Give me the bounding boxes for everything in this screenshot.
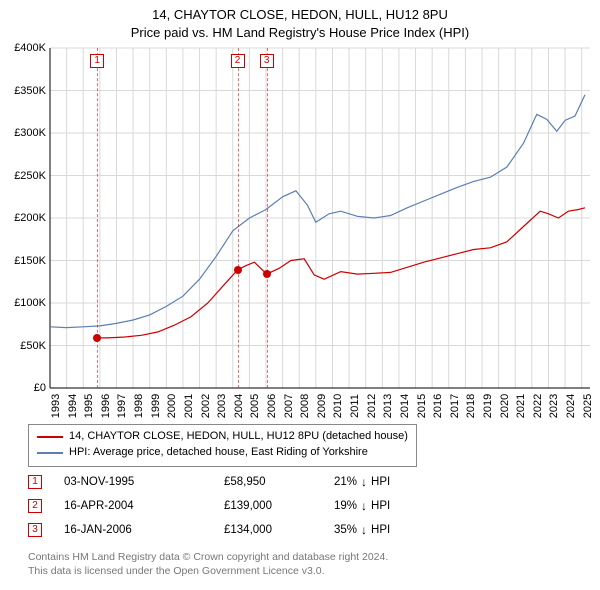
x-tick-label: 2013 [382, 394, 394, 418]
sales-delta: 21% ↓ HPI [334, 475, 390, 489]
title-block: 14, CHAYTOR CLOSE, HEDON, HULL, HU12 8PU… [0, 0, 600, 41]
legend-label-hpi: HPI: Average price, detached house, East… [69, 445, 368, 461]
sale-marker-box: 3 [260, 54, 274, 68]
x-tick-label: 1995 [83, 394, 95, 418]
sales-date: 16-JAN-2006 [64, 524, 224, 536]
x-tick-label: 1998 [133, 394, 145, 418]
x-tick-label: 1994 [67, 394, 79, 418]
sale-marker-dot [93, 334, 101, 342]
sale-marker-line [238, 48, 239, 388]
x-tick-label: 2006 [266, 394, 278, 418]
sale-marker-line [267, 48, 268, 388]
sales-price: £139,000 [224, 500, 334, 512]
x-tick-label: 2009 [316, 394, 328, 418]
sales-marker-badge: 3 [28, 523, 42, 537]
sale-marker-box: 2 [231, 54, 245, 68]
arrow-down-icon: ↓ [361, 475, 367, 489]
x-tick-label: 2015 [416, 394, 428, 418]
chart-svg [50, 48, 590, 388]
y-tick-label: £200K [2, 212, 46, 224]
x-tick-label: 2007 [283, 394, 295, 418]
chart-container: 14, CHAYTOR CLOSE, HEDON, HULL, HU12 8PU… [0, 0, 600, 590]
x-tick-label: 2021 [515, 394, 527, 418]
x-tick-label: 2019 [482, 394, 494, 418]
x-tick-label: 2014 [399, 394, 411, 418]
x-tick-label: 1996 [100, 394, 112, 418]
legend-box: 14, CHAYTOR CLOSE, HEDON, HULL, HU12 8PU… [28, 424, 417, 467]
sales-price: £58,950 [224, 476, 334, 488]
sales-date: 03-NOV-1995 [64, 476, 224, 488]
x-tick-label: 2005 [249, 394, 261, 418]
x-tick-label: 1999 [150, 394, 162, 418]
y-tick-label: £150K [2, 255, 46, 267]
sale-marker-dot [234, 266, 242, 274]
x-tick-label: 2004 [233, 394, 245, 418]
y-tick-label: £350K [2, 85, 46, 97]
x-tick-label: 2003 [216, 394, 228, 418]
sales-delta: 19% ↓ HPI [334, 499, 390, 513]
sales-delta: 35% ↓ HPI [334, 523, 390, 537]
x-tick-label: 2011 [349, 394, 361, 418]
x-tick-label: 2023 [548, 394, 560, 418]
x-tick-label: 2018 [465, 394, 477, 418]
x-tick-label: 2002 [200, 394, 212, 418]
arrow-down-icon: ↓ [361, 523, 367, 537]
sales-table: 1 03-NOV-1995£58,95021% ↓ HPI 2 16-APR-2004… [28, 470, 390, 542]
x-tick-label: 2010 [332, 394, 344, 418]
x-tick-label: 1997 [116, 394, 128, 418]
x-tick-label: 2016 [432, 394, 444, 418]
sales-row: 3 16-JAN-2006£134,00035% ↓ HPI [28, 518, 390, 542]
y-tick-label: £0 [2, 382, 46, 394]
sales-date: 16-APR-2004 [64, 500, 224, 512]
y-tick-label: £50K [2, 340, 46, 352]
x-tick-label: 2001 [183, 394, 195, 418]
sale-marker-dot [263, 270, 271, 278]
sales-row: 2 16-APR-2004£139,00019% ↓ HPI [28, 494, 390, 518]
x-tick-label: 1993 [50, 394, 62, 418]
chart-plot-area: £0£50K£100K£150K£200K£250K£300K£350K£400… [50, 48, 590, 388]
legend-row-price-paid: 14, CHAYTOR CLOSE, HEDON, HULL, HU12 8PU… [37, 429, 408, 445]
arrow-down-icon: ↓ [361, 499, 367, 513]
x-tick-label: 2025 [582, 394, 594, 418]
legend-swatch-price-paid [37, 436, 63, 438]
x-tick-label: 2017 [449, 394, 461, 418]
attribution-line-2: This data is licensed under the Open Gov… [28, 564, 388, 578]
sales-row: 1 03-NOV-1995£58,95021% ↓ HPI [28, 470, 390, 494]
x-tick-label: 2000 [166, 394, 178, 418]
y-tick-label: £250K [2, 170, 46, 182]
title-line-1: 14, CHAYTOR CLOSE, HEDON, HULL, HU12 8PU [0, 6, 600, 24]
attribution: Contains HM Land Registry data © Crown c… [28, 550, 388, 578]
y-tick-label: £300K [2, 127, 46, 139]
y-tick-label: £100K [2, 297, 46, 309]
legend-row-hpi: HPI: Average price, detached house, East… [37, 445, 408, 461]
x-tick-label: 2022 [532, 394, 544, 418]
legend-label-price-paid: 14, CHAYTOR CLOSE, HEDON, HULL, HU12 8PU… [69, 429, 408, 445]
sales-marker-badge: 2 [28, 499, 42, 513]
title-line-2: Price paid vs. HM Land Registry's House … [0, 24, 600, 42]
y-tick-label: £400K [2, 42, 46, 54]
x-tick-label: 2012 [366, 394, 378, 418]
x-tick-label: 2020 [499, 394, 511, 418]
attribution-line-1: Contains HM Land Registry data © Crown c… [28, 550, 388, 564]
legend-swatch-hpi [37, 452, 63, 454]
sales-marker-badge: 1 [28, 475, 42, 489]
sales-price: £134,000 [224, 524, 334, 536]
x-tick-label: 2008 [299, 394, 311, 418]
sale-marker-box: 1 [90, 54, 104, 68]
x-tick-label: 2024 [565, 394, 577, 418]
